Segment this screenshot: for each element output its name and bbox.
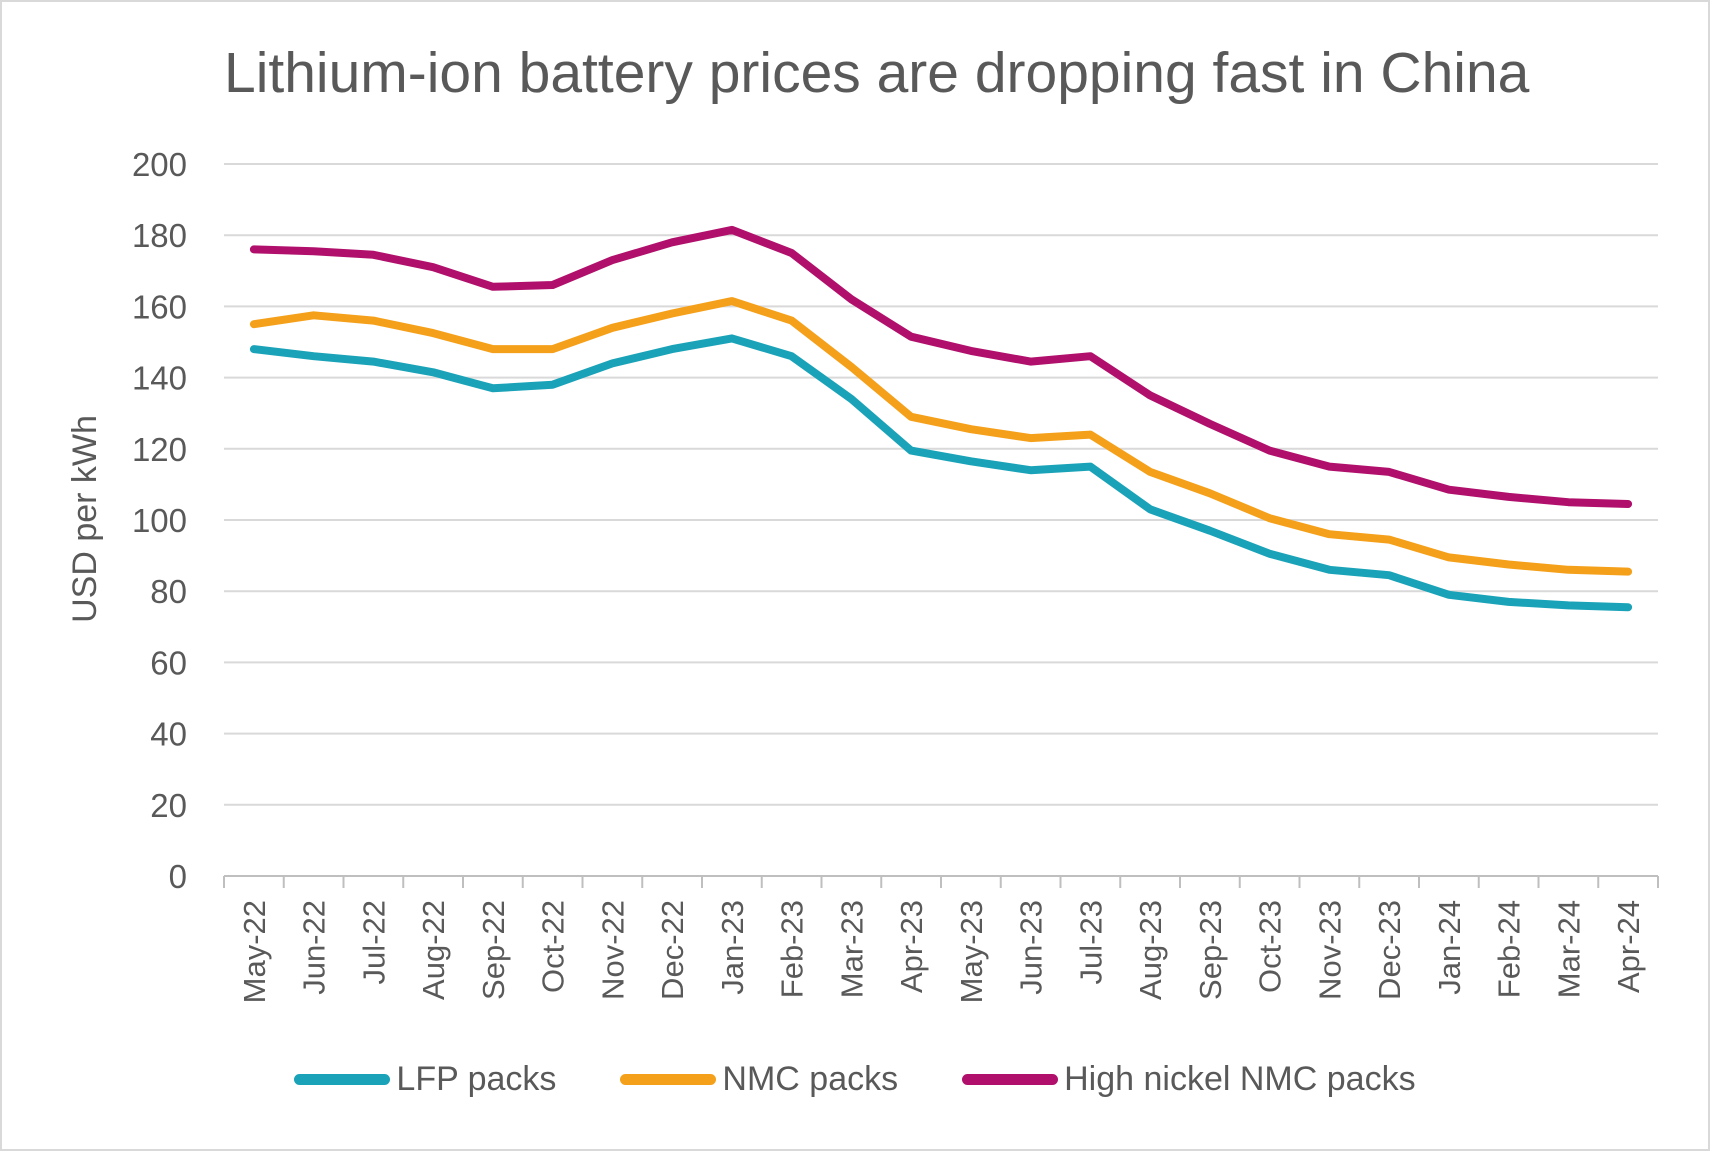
legend-item: High nickel NMC packs xyxy=(962,1060,1416,1099)
legend-label: LFP packs xyxy=(396,1060,557,1098)
x-tick-label: Feb-23 xyxy=(775,900,810,998)
x-tick-label: Oct-23 xyxy=(1253,900,1288,993)
x-tick-label: Jun-22 xyxy=(297,900,332,995)
x-tick-label: Sep-22 xyxy=(476,900,511,1000)
x-tick-label: Dec-23 xyxy=(1372,900,1407,1000)
y-tick-label: 140 xyxy=(132,360,187,397)
x-tick-label: Oct-22 xyxy=(536,900,571,993)
legend-item: NMC packs xyxy=(620,1060,898,1099)
x-tick-label: Jul-23 xyxy=(1073,900,1108,984)
y-tick-label: 160 xyxy=(132,288,187,325)
legend-label: NMC packs xyxy=(722,1060,899,1098)
x-tick-label: Apr-24 xyxy=(1611,900,1646,993)
x-tick-label: Jan-24 xyxy=(1432,900,1467,995)
y-tick-label: 180 xyxy=(132,217,187,254)
series-line-lfp-packs xyxy=(249,334,1633,612)
series-line-high-nickel-nmc-packs xyxy=(249,225,1633,508)
legend: LFP packs NMC packs High nickel NMC packs xyxy=(0,1060,1710,1099)
x-tick-label: Jan-23 xyxy=(715,900,750,995)
y-tick-label: 80 xyxy=(150,573,187,610)
y-tick-label: 200 xyxy=(132,146,187,183)
x-tick-label: Nov-23 xyxy=(1312,900,1347,1000)
legend-swatch xyxy=(962,1074,1059,1085)
x-tick-label: Aug-23 xyxy=(1133,900,1168,1000)
series-lines xyxy=(249,225,1633,612)
x-tick-label: Mar-24 xyxy=(1551,900,1586,998)
x-tick-label: Feb-24 xyxy=(1492,900,1527,998)
y-tick-label: 60 xyxy=(150,644,187,681)
legend-item: LFP packs xyxy=(294,1060,556,1099)
legend-swatch xyxy=(294,1074,391,1085)
y-tick-label: 100 xyxy=(132,502,187,539)
y-tick-label: 20 xyxy=(150,787,187,824)
chart-title: Lithium-ion battery prices are dropping … xyxy=(224,41,1530,105)
series-line-nmc-packs xyxy=(249,297,1633,576)
x-tick-label: Dec-22 xyxy=(655,900,690,1000)
x-axis-tick-labels: May-22 Jun-22 Jul-22 Aug-22 Sep-22 Oct-22 Nov-… xyxy=(237,900,1646,1003)
x-tick-label: Jun-23 xyxy=(1014,900,1049,995)
legend-swatch xyxy=(620,1074,717,1085)
y-tick-label: 120 xyxy=(132,431,187,468)
y-axis-title: USD per kWh xyxy=(66,415,104,623)
x-tick-label: Mar-23 xyxy=(834,900,869,998)
x-tick-label: Sep-23 xyxy=(1193,900,1228,1000)
x-tick-label: Apr-23 xyxy=(894,900,929,993)
y-tick-label: 40 xyxy=(150,716,187,753)
x-tick-label: May-22 xyxy=(237,900,272,1003)
y-tick-label: 0 xyxy=(169,858,187,895)
legend-label: High nickel NMC packs xyxy=(1064,1060,1416,1098)
x-axis xyxy=(223,875,1659,888)
x-tick-label: Nov-22 xyxy=(595,900,630,1000)
x-tick-label: May-23 xyxy=(954,900,989,1003)
x-tick-label: Jul-22 xyxy=(356,900,391,984)
x-tick-label: Aug-22 xyxy=(416,900,451,1000)
y-axis-tick-labels: 0 20 40 60 80 100 120 140 160 180 200 xyxy=(132,146,187,895)
